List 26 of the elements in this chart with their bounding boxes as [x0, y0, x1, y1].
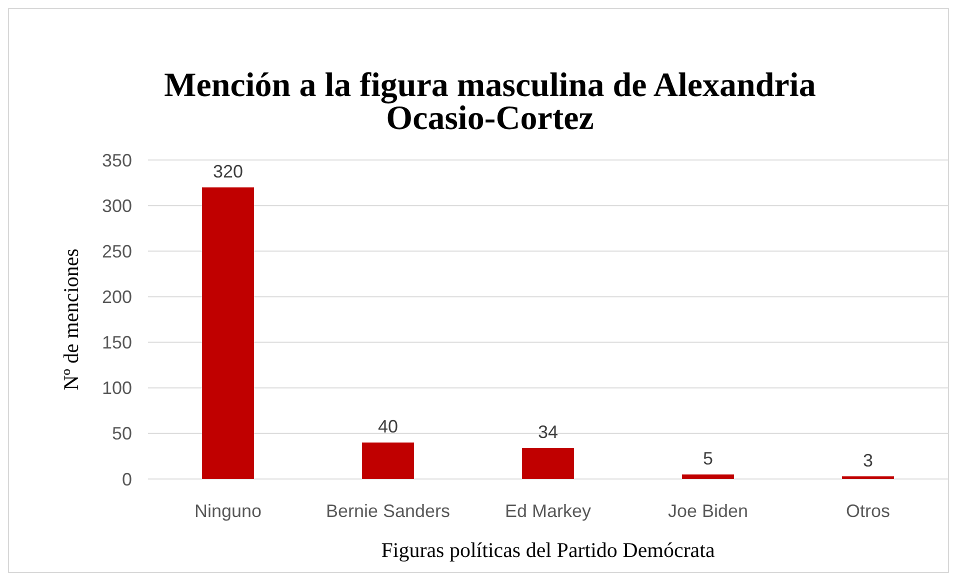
y-tick-label: 200 — [102, 287, 132, 308]
data-label: 40 — [378, 416, 398, 437]
bar — [202, 187, 254, 479]
x-tick-label: Otros — [846, 501, 890, 521]
data-label: 34 — [538, 422, 558, 442]
bar — [522, 448, 574, 479]
data-label: 5 — [702, 448, 714, 468]
data-label: 320 — [212, 161, 244, 182]
chart-title: Mención a la figura masculina de Alexandria Ocasio-Cortez — [164, 67, 816, 137]
bar — [362, 442, 414, 479]
x-tick-label: Bernie Sanders — [326, 501, 450, 521]
y-axis-title: Nº de menciones — [59, 248, 83, 390]
y-tick-label: 350 — [102, 150, 132, 170]
x-tick-label: Joe Biden — [668, 501, 748, 521]
y-tick-label: 150 — [102, 332, 132, 353]
y-tick-label: 50 — [112, 424, 132, 444]
x-tick-label: Ed Markey — [504, 501, 592, 521]
y-tick-label: 0 — [122, 469, 132, 490]
bar — [682, 474, 734, 479]
x-tick-label: Ninguno — [194, 501, 262, 521]
x-axis-title: Figuras políticas del Partido Demócrata — [381, 538, 716, 562]
data-label: 3 — [862, 450, 874, 470]
bar — [842, 476, 894, 479]
y-tick-label: 250 — [102, 241, 132, 262]
y-tick-label: 100 — [102, 378, 132, 398]
y-tick-label: 300 — [102, 196, 132, 216]
